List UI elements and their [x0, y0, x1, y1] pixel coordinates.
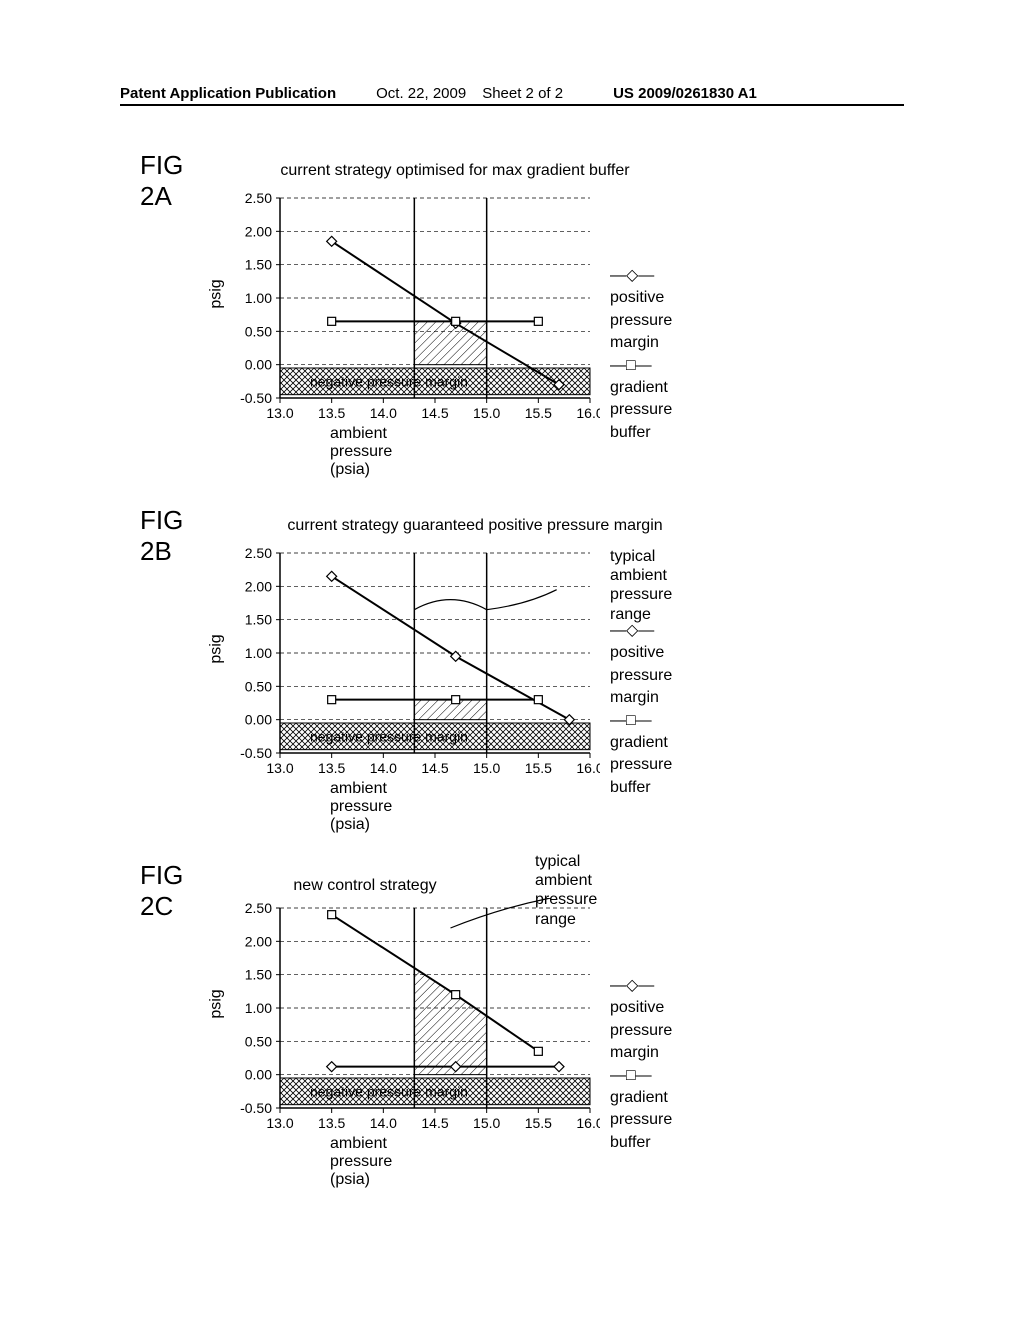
svg-text:2.50: 2.50: [245, 545, 272, 561]
fig-label-2b: FIG 2B: [140, 505, 183, 567]
svg-text:2.50: 2.50: [245, 190, 272, 206]
svg-text:2.00: 2.00: [245, 578, 272, 594]
publication-label: Patent Application Publication: [120, 85, 336, 102]
svg-text:-0.50: -0.50: [240, 1100, 272, 1116]
svg-text:1.50: 1.50: [245, 967, 272, 983]
chart-2c: negative pressure margin -0.50 0.00 0.50 1.0…: [230, 898, 600, 1158]
svg-text:14.0: 14.0: [370, 1115, 397, 1131]
svg-text:13.5: 13.5: [318, 1115, 345, 1131]
legend-2c: —◇— positive pressure margin —□— gradien…: [610, 975, 672, 1154]
publication-date: Oct. 22, 2009: [376, 85, 466, 102]
svg-text:14.0: 14.0: [370, 760, 397, 776]
svg-text:1.00: 1.00: [245, 290, 272, 306]
svg-text:0.00: 0.00: [245, 1067, 272, 1083]
x-axis-label-2a: ambient pressure (psia): [330, 425, 392, 479]
y-axis-label-2a: psig: [208, 279, 226, 308]
chart-title-2b: current strategy guaranteed positive pre…: [265, 517, 685, 535]
svg-text:1.50: 1.50: [245, 612, 272, 628]
svg-text:1.00: 1.00: [245, 645, 272, 661]
range-annotation-2b: typical ambient pressure range: [610, 547, 672, 624]
svg-text:13.0: 13.0: [266, 405, 293, 421]
svg-text:15.5: 15.5: [525, 1115, 552, 1131]
publication-number: US 2009/0261830 A1: [613, 85, 757, 102]
diamond-icon: —◇—: [610, 267, 654, 284]
svg-text:15.5: 15.5: [525, 405, 552, 421]
svg-text:1.00: 1.00: [245, 1000, 272, 1016]
svg-text:0.00: 0.00: [245, 357, 272, 373]
svg-text:13.0: 13.0: [266, 1115, 293, 1131]
x-axis-label-2b: ambient pressure (psia): [330, 780, 392, 834]
diamond-icon: —◇—: [610, 977, 654, 994]
chart-title-2a: current strategy optimised for max gradi…: [265, 162, 645, 180]
svg-text:13.5: 13.5: [318, 405, 345, 421]
square-icon: —□—: [610, 1067, 652, 1084]
svg-text:15.0: 15.0: [473, 1115, 500, 1131]
range-annotation-2c: typical ambient pressure range: [535, 852, 597, 929]
svg-text:14.5: 14.5: [421, 405, 448, 421]
legend-2b: —◇— positive pressure margin —□— gradien…: [610, 620, 672, 799]
y-axis-label-2c: psig: [208, 989, 226, 1018]
svg-text:2.00: 2.00: [245, 933, 272, 949]
svg-text:15.0: 15.0: [473, 405, 500, 421]
svg-text:0.00: 0.00: [245, 712, 272, 728]
page-header: Patent Application Publication Oct. 22, …: [120, 85, 904, 106]
svg-text:14.5: 14.5: [421, 760, 448, 776]
legend-2a: —◇— positive pressure margin —□— gradien…: [610, 265, 672, 444]
svg-text:0.50: 0.50: [245, 1033, 272, 1049]
svg-text:negative pressure margin: negative pressure margin: [310, 1083, 468, 1099]
diamond-icon: —◇—: [610, 622, 654, 639]
svg-text:1.50: 1.50: [245, 257, 272, 273]
svg-text:16.0: 16.0: [576, 760, 600, 776]
svg-text:16.0: 16.0: [576, 405, 600, 421]
svg-text:negative pressure margin: negative pressure margin: [310, 373, 468, 389]
svg-text:-0.50: -0.50: [240, 390, 272, 406]
svg-text:2.00: 2.00: [245, 223, 272, 239]
fig-label-2a: FIG 2A: [140, 150, 183, 212]
svg-text:16.0: 16.0: [576, 1115, 600, 1131]
chart-2a: negative pressure margin -0.50 0.00 0.50 1.0…: [230, 188, 600, 448]
y-axis-label-2b: psig: [208, 634, 226, 663]
svg-text:-0.50: -0.50: [240, 745, 272, 761]
svg-text:14.5: 14.5: [421, 1115, 448, 1131]
svg-text:2.50: 2.50: [245, 900, 272, 916]
svg-text:negative pressure margin: negative pressure margin: [310, 728, 468, 744]
sheet-info: Sheet 2 of 2: [482, 85, 563, 102]
svg-text:0.50: 0.50: [245, 678, 272, 694]
svg-text:15.5: 15.5: [525, 760, 552, 776]
svg-text:13.0: 13.0: [266, 760, 293, 776]
chart-2b: negative pressure margin -0.50 0.00 0.50 1.0…: [230, 543, 600, 803]
svg-text:0.50: 0.50: [245, 323, 272, 339]
square-icon: —□—: [610, 712, 652, 729]
chart-title-2c: new control strategy: [265, 877, 465, 895]
svg-text:14.0: 14.0: [370, 405, 397, 421]
svg-text:15.0: 15.0: [473, 760, 500, 776]
x-axis-label-2c: ambient pressure (psia): [330, 1135, 392, 1189]
svg-text:13.5: 13.5: [318, 760, 345, 776]
square-icon: —□—: [610, 357, 652, 374]
page: Patent Application Publication Oct. 22, …: [0, 0, 1024, 1320]
fig-label-2c: FIG 2C: [140, 860, 183, 922]
